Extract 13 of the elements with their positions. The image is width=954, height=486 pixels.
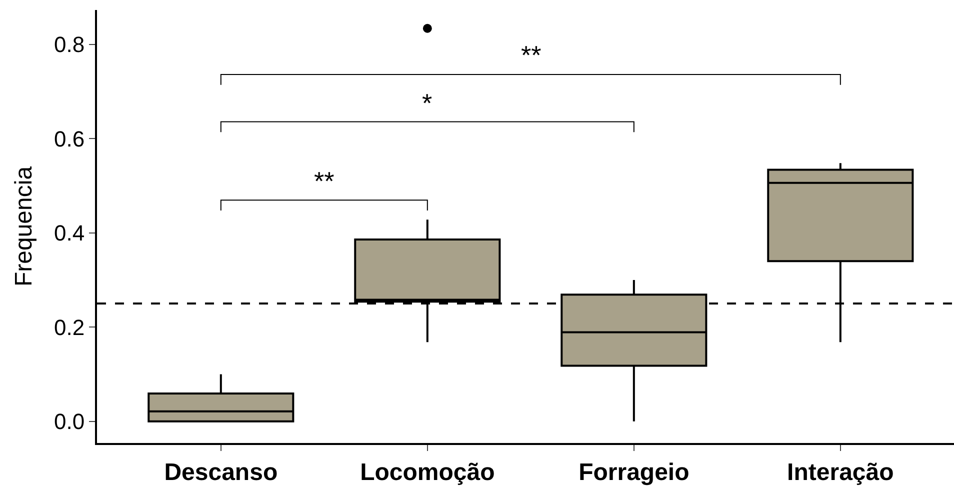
y-tick-label: 0.4	[54, 220, 85, 246]
y-tick-label: 0.0	[54, 409, 85, 434]
y-tick-label: 0.2	[54, 314, 85, 340]
y-tick-label: 0.6	[54, 126, 85, 152]
x-tick-label: Interação	[787, 458, 894, 486]
annotation: **	[521, 40, 542, 70]
y-axis-title: Frequencia	[10, 166, 38, 287]
x-tick-label: Locomoção	[360, 458, 495, 486]
x-tick-label: Forrageio	[578, 458, 690, 486]
annotation: **	[314, 166, 334, 196]
y-tick-label: 0.8	[54, 32, 85, 58]
annotation: *	[422, 88, 432, 118]
x-tick-label: Descanso	[164, 458, 278, 486]
